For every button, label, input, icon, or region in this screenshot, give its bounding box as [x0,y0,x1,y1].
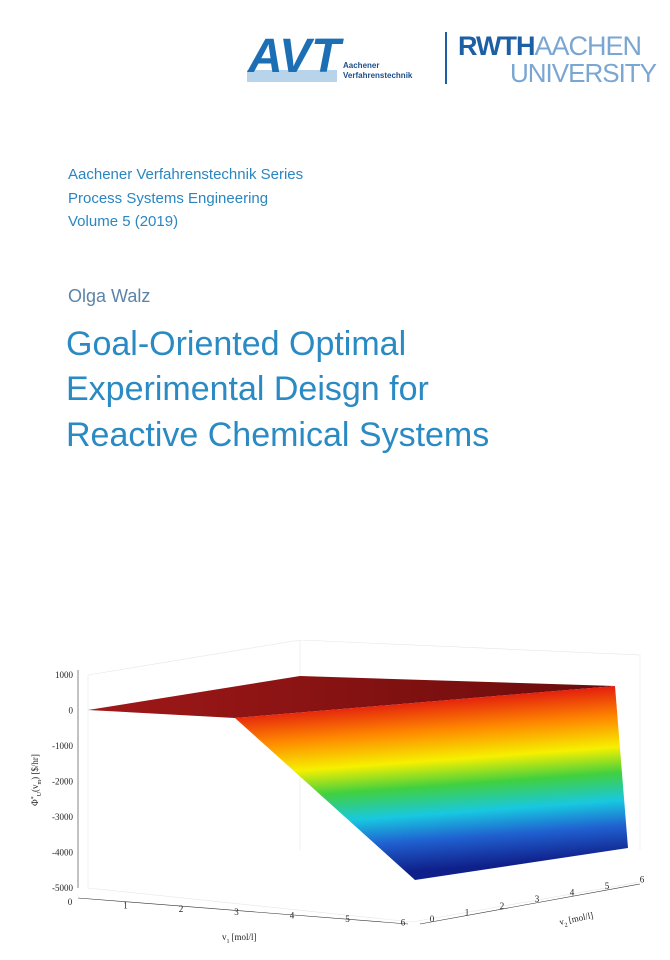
title-line: Experimental Deisgn for [66,370,429,408]
x-tick-label: 4 [290,911,295,921]
avt-caption: Aachener [343,61,379,70]
sym: Φ [30,799,40,806]
rwth-logo: RWTHAACHEN [458,31,641,61]
z-tick-label: -3000 [52,812,73,822]
x-tick-label: 3 [234,907,239,917]
sub: U [37,791,43,796]
series-line: Process Systems Engineering [68,190,269,207]
unit: [mol/l] [568,910,595,925]
unit: ) [$/hr] [30,754,40,780]
y-tick-label: 0 [430,914,435,924]
z-tick-label: -1000 [52,741,73,751]
z-tick-label: -2000 [52,777,73,787]
y-tick-label: 6 [640,874,645,884]
z-tick-label: 1000 [55,670,74,680]
surface-slope [235,686,628,880]
y-tick-label: 4 [570,888,575,898]
x-tick-label: 1 [123,900,128,910]
sym: v [222,932,227,942]
sym: v [558,916,565,927]
title-line: Reactive Chemical Systems [66,416,490,454]
aachen: AACHEN [535,31,642,61]
author: Olga Walz [68,286,151,306]
sub: 2 [564,922,568,928]
avt-logo: AVT [247,30,344,83]
x-tick-label: 6 [401,917,406,927]
y-tick-label: 3 [535,894,540,904]
unit: [mol/l] [232,932,257,942]
z-tick-label: -5000 [52,883,73,893]
y-tick-label: 5 [605,881,610,891]
series-line: Aachener Verfahrenstechnik Series [68,166,304,183]
z-tick-label: 0 [69,706,74,716]
series-line: Volume 5 (2019) [68,213,179,230]
x-tick-label: 0 [68,897,73,907]
y-label: v2[mol/l] [558,910,594,930]
sup: * [31,796,37,799]
logos: AVT Aachener Verfahrenstechnik RWTHAACHE… [247,30,658,88]
y-axis [419,883,641,925]
surface-top [88,676,615,718]
z-label: Φ*U(vm) [$/hr] [30,754,43,806]
avt-caption: Verfahrenstechnik [343,71,413,80]
y-tick-label: 2 [500,901,505,911]
title-line: Goal-Oriented Optimal [66,325,407,363]
rwth: RWTH [458,31,535,61]
z-tick-label: -4000 [52,848,73,858]
arg: (v [30,784,40,792]
x-tick-label: 2 [179,904,184,914]
university: UNIVERSITY [510,58,657,88]
x-axis [77,897,409,925]
x-label: v1 [mol/l] [222,932,257,945]
surface-plot: Φ*U(vm) [$/hr] v1 [mol/l] v2[mol/l] 10000… [30,640,645,945]
x-tick-label: 5 [345,914,350,924]
y-tick-label: 1 [465,907,470,917]
logo-band [247,70,337,82]
sub: 1 [227,939,230,945]
sub: m [37,779,43,784]
